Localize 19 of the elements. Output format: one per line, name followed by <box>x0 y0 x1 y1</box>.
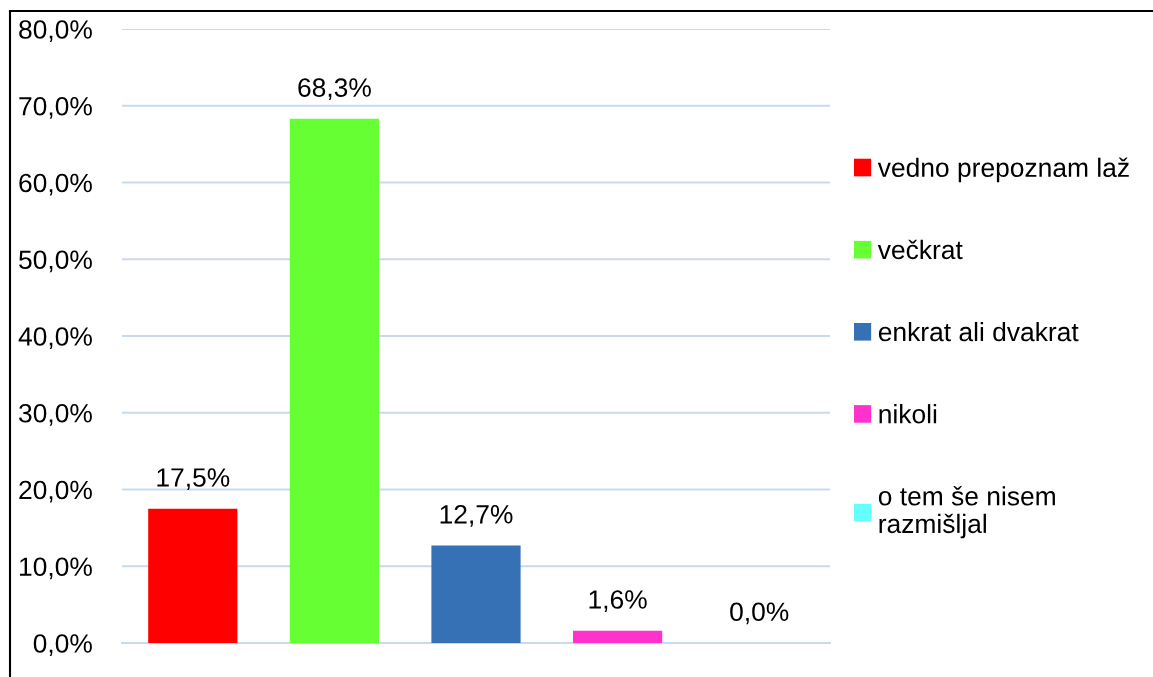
y-tick-label: 70,0% <box>19 96 92 119</box>
legend-label: o tem še nisem razmišljal <box>878 486 1055 539</box>
legend-label: večkrat <box>877 239 963 260</box>
data-label: 0,0% <box>730 602 789 625</box>
legend-label: vedno prepoznam laž <box>877 157 1129 183</box>
y-tick-label: 80,0% <box>19 20 92 42</box>
data-label: 68,3% <box>298 78 371 101</box>
legend-label: enkrat ali dvakrat <box>878 321 1079 342</box>
data-label: 12,7% <box>440 504 513 527</box>
y-tick-label: 30,0% <box>19 403 92 426</box>
y-tick-label: 60,0% <box>19 173 92 196</box>
y-tick-label: 20,0% <box>19 480 92 503</box>
y-tick-label: 10,0% <box>20 557 92 580</box>
y-tick-label: 0,0% <box>33 634 92 656</box>
legend-label: nikoli <box>879 404 937 424</box>
y-tick-label: 40,0% <box>18 327 92 349</box>
data-label: 1,6% <box>589 590 647 612</box>
data-label: 17,5% <box>157 468 230 490</box>
y-tick-label: 50,0% <box>19 250 92 273</box>
